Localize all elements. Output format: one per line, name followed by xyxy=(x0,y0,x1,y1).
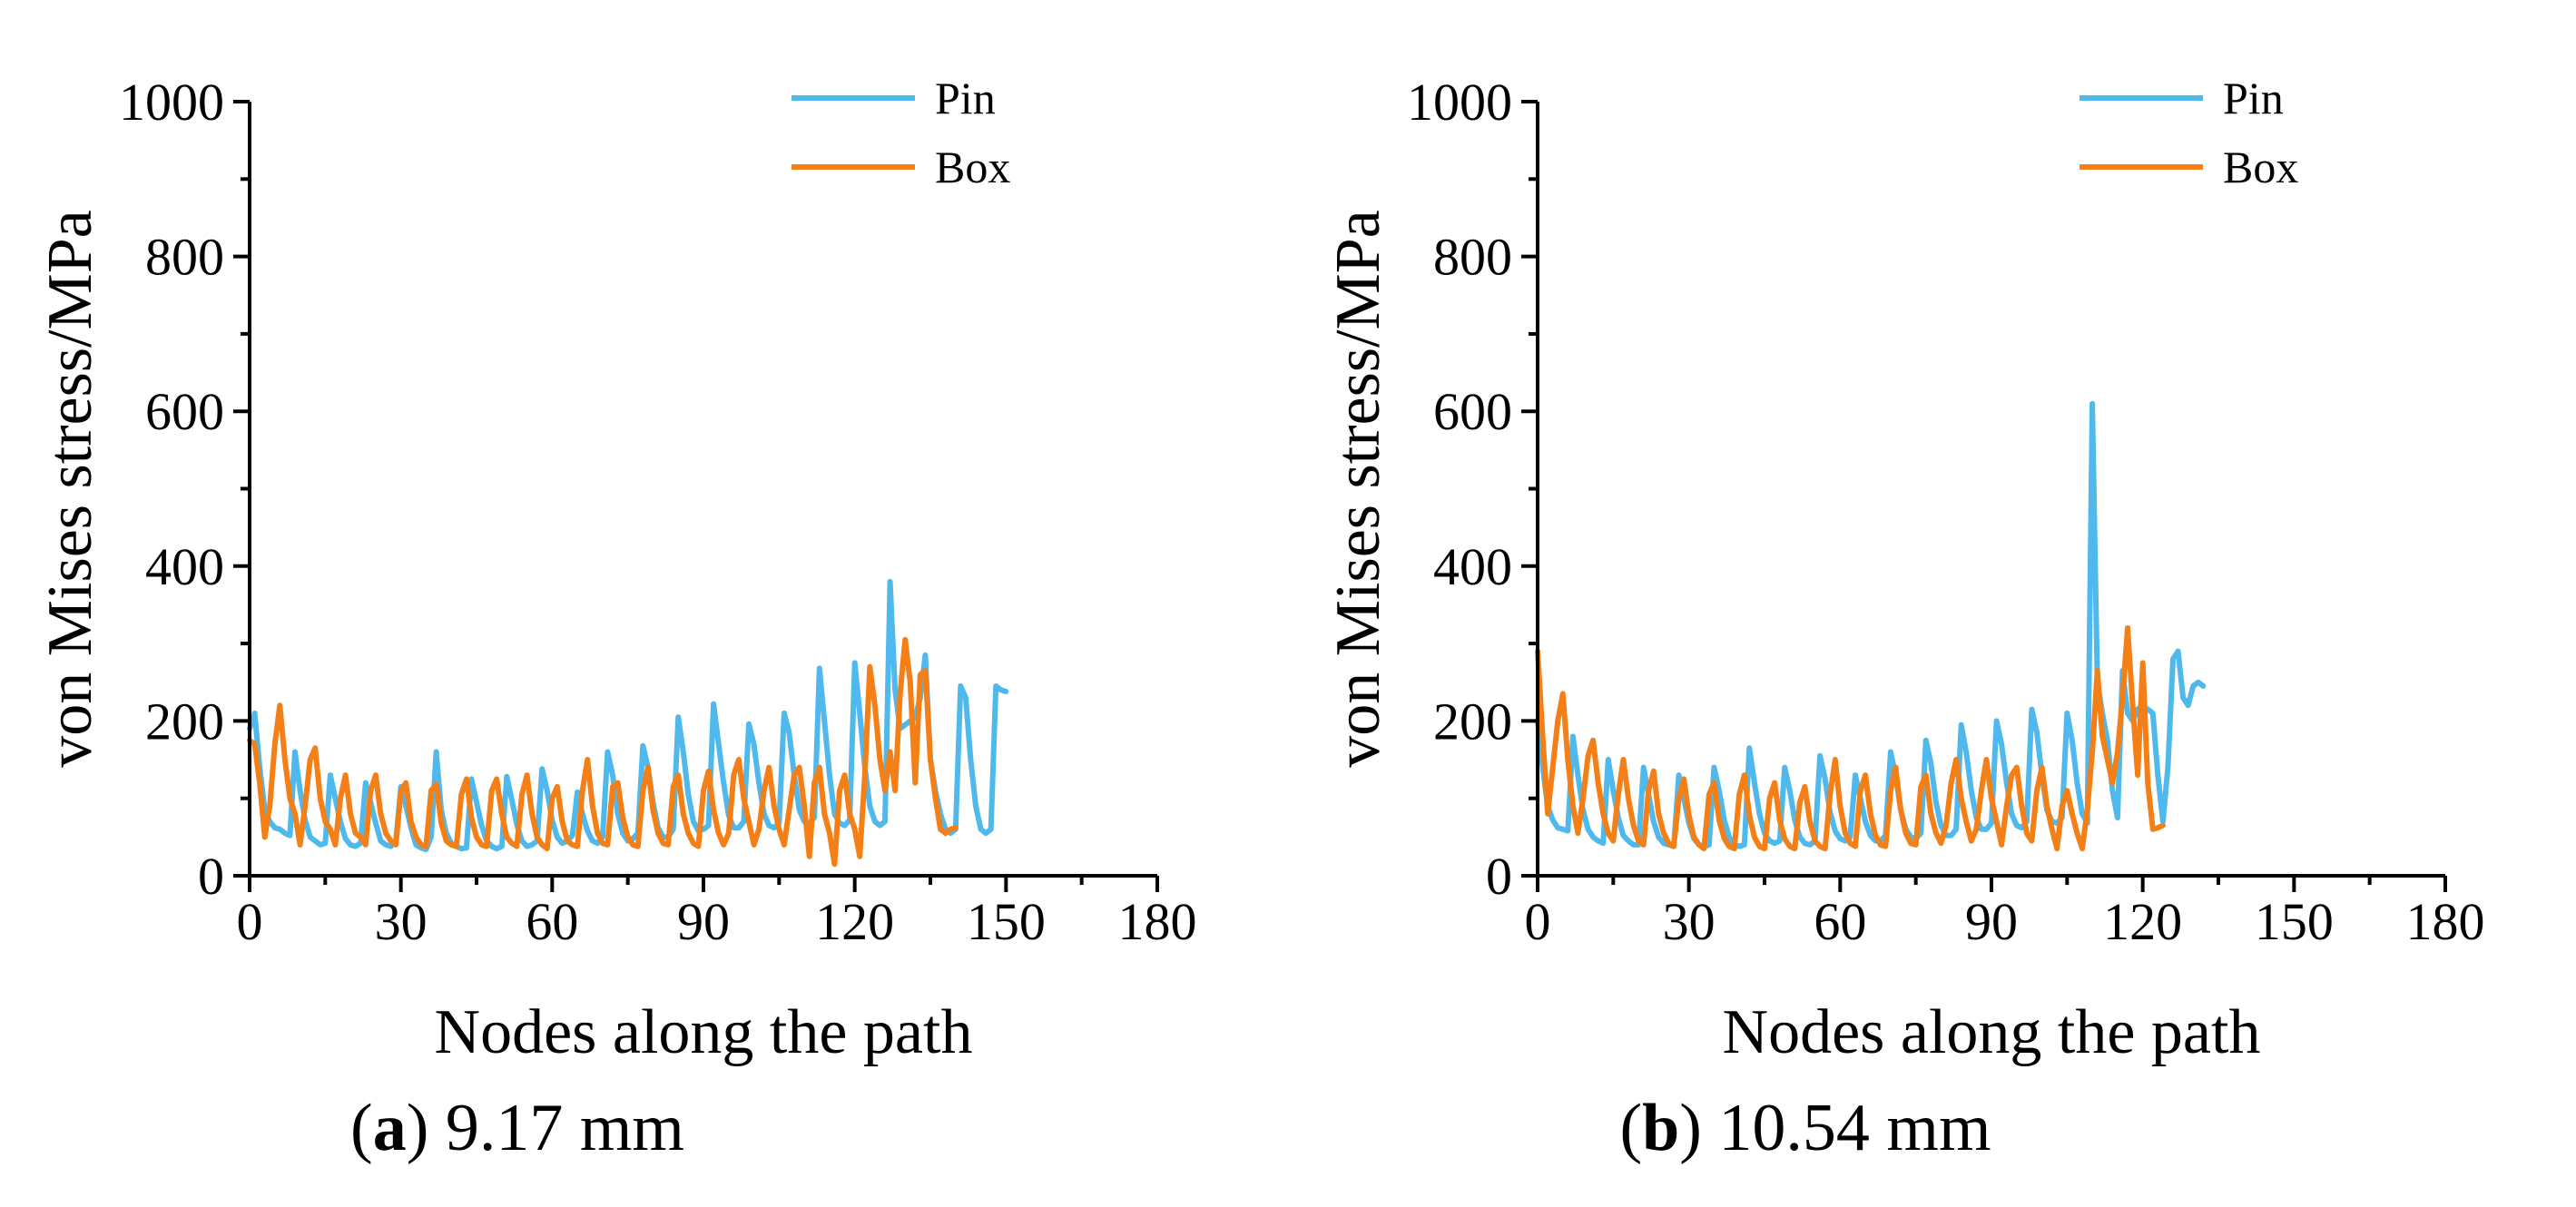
chart-b-x-tick-label: 120 xyxy=(2103,892,2182,951)
chart-b-x-tick-label: 150 xyxy=(2255,892,2334,951)
chart-b-x-tick-label: 30 xyxy=(1663,892,1716,951)
chart-panel-a: 0 200 400 600 800 1000 0 30 60 90 120 150 180 Nodes a… xyxy=(0,0,1288,1202)
chart-a-x-tick-label: 180 xyxy=(1118,892,1197,951)
chart-b-x-tick-label: 0 xyxy=(1525,892,1551,951)
chart-b-svg: 0 200 400 600 800 1000 0 30 60 90 120 150 180 Nodes a… xyxy=(1323,73,2485,1165)
chart-a-legend-label-pin: Pin xyxy=(935,73,996,123)
chart-b-y-tick-label: 200 xyxy=(1433,692,1512,751)
chart-a-x-tick-label: 90 xyxy=(677,892,730,951)
chart-a-caption-letter: a xyxy=(373,1091,407,1165)
chart-a-y-tick-label: 200 xyxy=(145,692,224,751)
chart-a-caption: (a) 9.17 mm xyxy=(350,1091,684,1165)
chart-a-y-axis-title: von Mises stress/MPa xyxy=(35,210,105,767)
chart-a-x-tick-label: 30 xyxy=(375,892,428,951)
chart-b-x-tick-label: 60 xyxy=(1814,892,1866,951)
chart-b-y-tick-label: 400 xyxy=(1433,537,1512,596)
chart-a-x-tick-label: 60 xyxy=(526,892,578,951)
chart-a-x-tick-label: 0 xyxy=(237,892,263,951)
chart-a-y-tick-label: 400 xyxy=(145,537,224,596)
chart-b-y-tick-label: 600 xyxy=(1433,382,1512,441)
chart-a-x-tick-label: 150 xyxy=(967,892,1046,951)
chart-a-x-axis-title: Nodes along the path xyxy=(435,997,973,1067)
chart-a-caption-text: ) 9.17 mm xyxy=(407,1091,684,1165)
chart-b-x-tick-label: 180 xyxy=(2406,892,2485,951)
chart-b-caption-text: ) 10.54 mm xyxy=(1679,1091,1991,1165)
chart-a-caption-open-paren: ( xyxy=(350,1091,373,1165)
chart-a-series-box-line xyxy=(247,636,959,868)
chart-a-series-pin-line xyxy=(247,578,1009,852)
chart-b-caption-open-paren: ( xyxy=(1619,1091,1642,1165)
chart-b-caption: (b) 10.54 mm xyxy=(1619,1091,1991,1165)
chart-a-y-tick-label: 1000 xyxy=(119,73,224,132)
chart-a-svg: 0 200 400 600 800 1000 0 30 60 90 120 150 180 Nodes a… xyxy=(35,73,1197,1165)
chart-a-y-tick-label: 800 xyxy=(145,228,224,287)
chart-b-y-tick-label: 1000 xyxy=(1407,73,1512,132)
chart-b-x-axis-title: Nodes along the path xyxy=(1723,997,2261,1067)
chart-b-x-tick-label: 90 xyxy=(1965,892,2018,951)
chart-a-y-tick-label: 0 xyxy=(198,847,224,906)
chart-b-y-tick-label: 800 xyxy=(1433,228,1512,287)
chart-a-x-tick-label: 120 xyxy=(815,892,894,951)
chart-b-caption-letter: b xyxy=(1642,1091,1679,1165)
chart-b-y-tick-label: 0 xyxy=(1486,847,1512,906)
chart-a-legend-label-box: Box xyxy=(935,142,1010,192)
chart-b-series-box-line xyxy=(1535,625,2166,852)
chart-b-legend-label-box: Box xyxy=(2223,142,2298,192)
chart-b-y-axis-title: von Mises stress/MPa xyxy=(1323,210,1393,767)
chart-b-series-pin-line xyxy=(1535,400,2207,849)
chart-panel-b: 0 200 400 600 800 1000 0 30 60 90 120 150 180 Nodes a… xyxy=(1288,0,2576,1202)
chart-b-legend-label-pin: Pin xyxy=(2223,73,2284,123)
chart-a-y-tick-label: 600 xyxy=(145,382,224,441)
